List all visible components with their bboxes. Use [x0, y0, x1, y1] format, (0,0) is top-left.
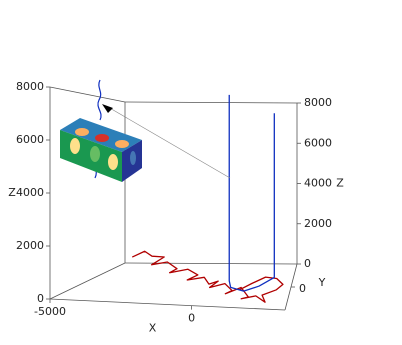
y-axis-label: Y: [318, 276, 326, 289]
box-edge: [124, 101, 298, 104]
z-tick-label: 6000: [16, 133, 44, 146]
trajectory: [228, 94, 275, 292]
inset: [60, 79, 231, 182]
marks: [131, 94, 284, 303]
box-edge: [49, 86, 126, 103]
inset-pattern: [108, 154, 118, 170]
z-axis-label: Z: [8, 186, 16, 199]
inset-pattern: [90, 146, 100, 162]
z-tick-label: 0: [37, 292, 44, 305]
inset-pattern: [95, 134, 109, 142]
z-tick-label: 6000: [304, 136, 332, 149]
arrowhead: [102, 104, 113, 113]
inset-pattern: [130, 151, 136, 165]
z-tick-label: 2000: [304, 217, 332, 230]
inset-pattern: [75, 128, 89, 136]
box-edge: [49, 262, 126, 300]
z-tick-label: 8000: [304, 96, 332, 109]
z-tick-label: 2000: [16, 239, 44, 252]
axes: 0 0 2000 2000 4000 4000 6000 6000 8000 8000 Z Z -500…: [8, 80, 344, 335]
inset-pattern: [115, 140, 129, 148]
inset-curve: [97, 79, 102, 121]
z-tick-label: 0: [304, 257, 311, 270]
trajectory: [131, 250, 284, 303]
inset-pattern: [70, 138, 80, 154]
x-tick-label: 0: [188, 312, 195, 325]
box-edge: [49, 298, 286, 311]
z-tick-label: 4000: [304, 177, 332, 190]
z-tick-label: 8000: [16, 80, 44, 93]
z-axis-label: Z: [336, 177, 344, 190]
pointer-line: [107, 106, 231, 179]
z-tick-label: 4000: [16, 186, 44, 199]
x-axis-label: X: [149, 322, 157, 335]
x-tick-label: -5000: [34, 305, 66, 318]
y-tick-label: 0: [299, 282, 306, 295]
